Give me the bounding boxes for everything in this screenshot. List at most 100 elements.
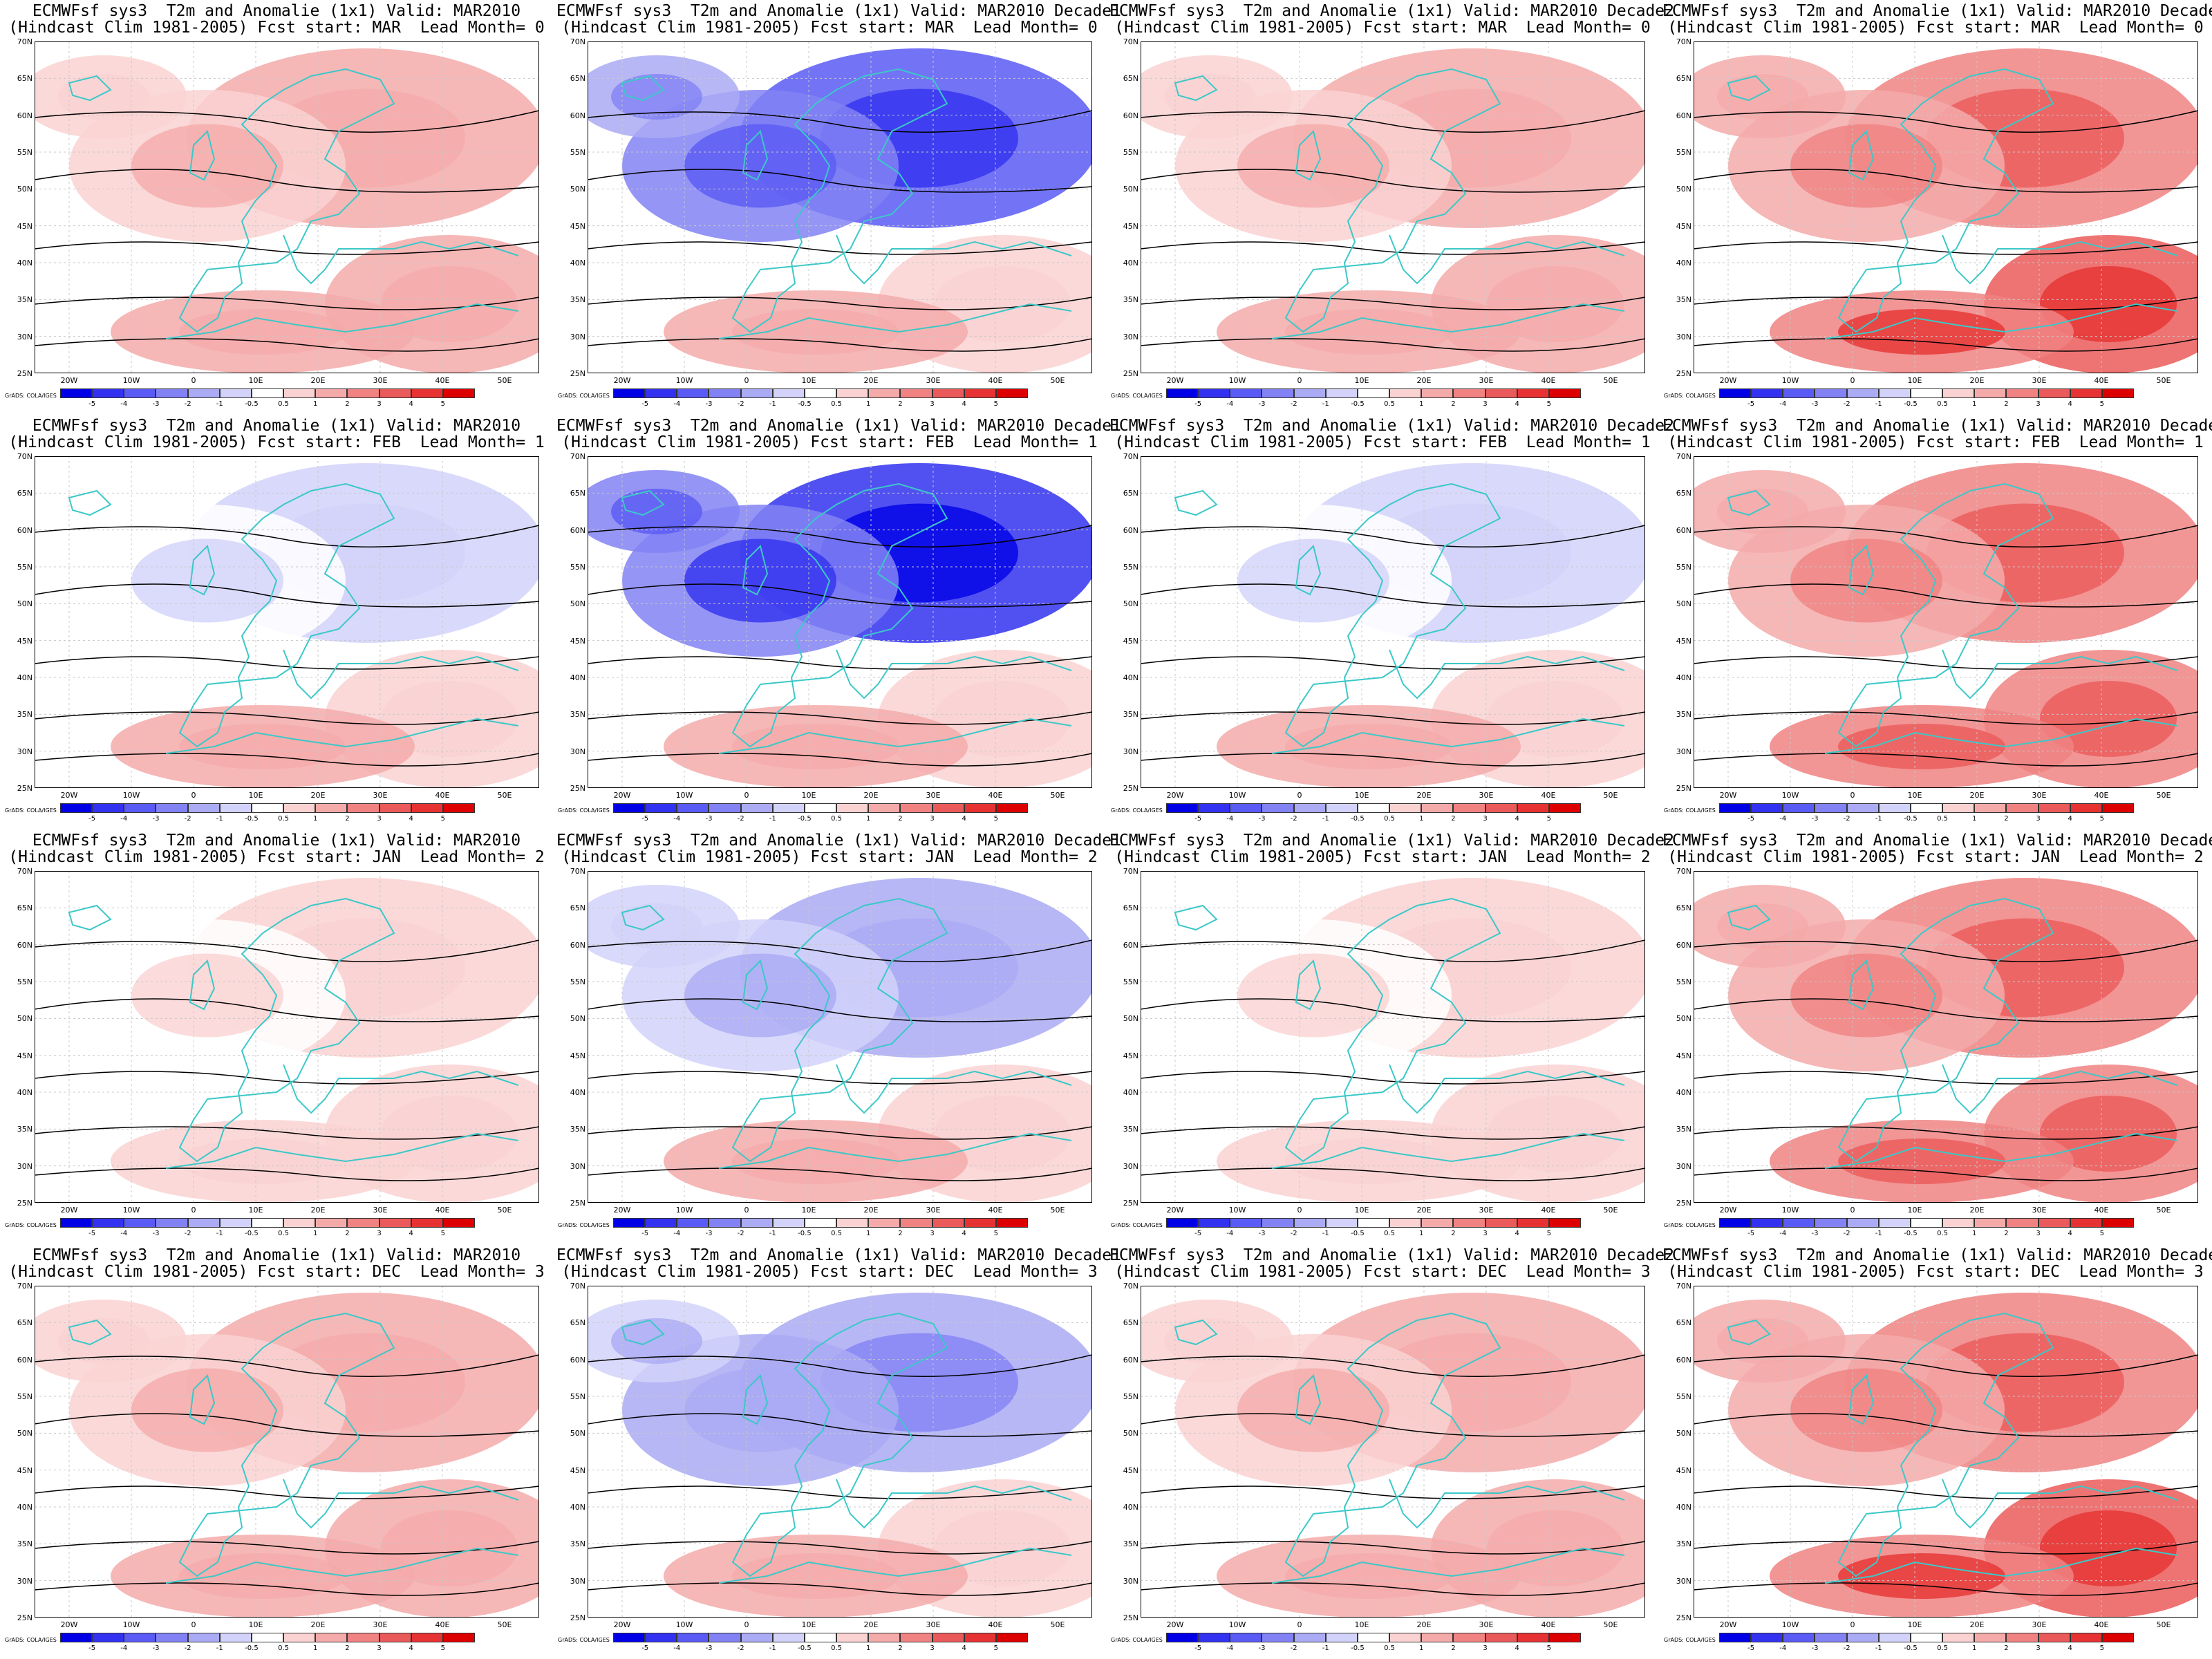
- colorbar-label: 0.5: [831, 1230, 843, 1237]
- colorbar-swatch: [347, 1633, 379, 1642]
- colorbar-swatch: [1389, 1633, 1422, 1642]
- lon-label: 20E: [310, 1620, 326, 1629]
- colorbar-swatch: [995, 388, 1028, 398]
- lon-label: 10W: [1228, 1620, 1246, 1629]
- lat-label: 45N: [1676, 1465, 1691, 1475]
- anomaly-shading-core: [1487, 681, 1624, 757]
- anomaly-shading-core: [58, 903, 149, 949]
- colorbar-swatch: [1485, 1633, 1517, 1642]
- lon-label: 0: [1850, 1206, 1855, 1215]
- colorbar-swatch: [709, 388, 741, 398]
- panel-title: ECMWFsf sys3 T2m and Anomalie (1x1) Vali…: [32, 832, 521, 850]
- anomaly-shading-core: [1717, 903, 1808, 949]
- temperature-contour: [35, 1582, 539, 1596]
- anomaly-shading-core: [381, 681, 518, 757]
- lon-label: 0: [191, 1620, 196, 1629]
- colorbar-label: -2: [1843, 815, 1850, 823]
- colorbar-label: 5: [993, 1230, 999, 1237]
- anomaly-shading-core: [1838, 724, 2005, 769]
- lat-label: 65N: [1123, 489, 1138, 498]
- colorbar-label: 2: [345, 1644, 350, 1652]
- colorbar-swatch: [1846, 1633, 1879, 1642]
- grads-credit: GrADS: COLA/IGES: [558, 393, 610, 399]
- lat-label: 60N: [570, 940, 585, 950]
- colorbar-label: 2: [2004, 815, 2009, 823]
- map-frame: [588, 41, 1092, 373]
- coastline: [1824, 1132, 2178, 1169]
- colorbar: [613, 803, 1028, 813]
- anomaly-shading-core: [1285, 309, 1452, 355]
- lat-label: 40N: [1123, 673, 1138, 682]
- lon-label: 40E: [2094, 1620, 2109, 1629]
- lat-label: 55N: [1676, 563, 1691, 572]
- colorbar-label: -5: [88, 1230, 96, 1237]
- lon-label: 20E: [310, 791, 326, 800]
- colorbar-swatch: [740, 803, 773, 813]
- anomaly-shading-core: [732, 724, 899, 769]
- colorbar-label: -4: [673, 1230, 681, 1237]
- lon-label: 0: [1297, 1620, 1302, 1629]
- colorbar-swatch: [1517, 1633, 1549, 1642]
- temperature-contour: [35, 753, 539, 767]
- colorbar-swatch: [709, 803, 741, 813]
- coastline: [836, 234, 1072, 285]
- coastline: [718, 303, 1072, 339]
- lon-label: 10E: [801, 1620, 816, 1629]
- colorbar-label: 3: [2036, 400, 2041, 408]
- colorbar-label: -2: [1290, 1644, 1297, 1652]
- coastline: [731, 897, 948, 1163]
- anomaly-map: [588, 871, 1092, 1203]
- panel-title: ECMWFsf sys3 T2m and Anomalie (1x1) Vali…: [556, 1246, 1121, 1264]
- coastline: [1942, 1064, 2178, 1114]
- anomaly-shading-core: [58, 74, 149, 120]
- anomaly-shading-core: [1790, 1368, 1942, 1452]
- temperature-contour: [35, 1541, 539, 1555]
- colorbar-swatch: [156, 1218, 188, 1228]
- lon-label: 0: [191, 791, 196, 800]
- colorbar-swatch: [740, 388, 773, 398]
- lat-label: 45N: [1123, 1465, 1138, 1475]
- colorbar-label: -1: [769, 1230, 776, 1237]
- colorbar-swatch: [1485, 1218, 1517, 1228]
- lon-label: 10W: [122, 1620, 140, 1629]
- colorbar-label: 1: [313, 400, 318, 408]
- colorbar-label: -0.5: [1904, 1644, 1918, 1652]
- anomaly-shading-core: [611, 489, 702, 534]
- colorbar-swatch: [1783, 1633, 1815, 1642]
- colorbar-label: -5: [1747, 1230, 1755, 1237]
- lat-label: 30N: [1123, 1576, 1138, 1586]
- lat-label: 70N: [570, 867, 585, 876]
- lat-label: 60N: [1123, 940, 1138, 950]
- lon-label: 20W: [1166, 791, 1184, 800]
- colorbar-swatch: [379, 803, 411, 813]
- colorbar-swatch: [1751, 1218, 1783, 1228]
- colorbar-swatch: [2006, 1218, 2038, 1228]
- colorbar-swatch: [379, 1218, 411, 1228]
- colorbar-swatch: [645, 1218, 677, 1228]
- colorbar-label: -1: [1322, 400, 1329, 408]
- coastline: [1389, 1064, 1625, 1114]
- temperature-contour: [1694, 297, 2198, 310]
- colorbar-swatch: [1517, 388, 1549, 398]
- lat-label: 35N: [1123, 710, 1138, 720]
- colorbar-swatch: [411, 388, 443, 398]
- colorbar-label: -1: [1875, 1230, 1882, 1237]
- coastline: [1942, 234, 2178, 285]
- anomaly-shading-core: [2040, 1096, 2177, 1172]
- lat-label: 40N: [1676, 259, 1691, 268]
- colorbar-swatch: [1325, 1633, 1358, 1642]
- panel-subtitle: (Hindcast Clim 1981-2005) Fcst start: MA…: [1114, 19, 1651, 37]
- coastline: [1174, 75, 1218, 102]
- coastline: [731, 1312, 948, 1577]
- colorbar-label: 4: [409, 815, 413, 823]
- colorbar-swatch: [1389, 388, 1422, 398]
- lon-label: 20E: [863, 376, 879, 385]
- colorbar-label: 3: [1483, 815, 1488, 823]
- colorbar-label: 2: [1451, 1230, 1456, 1237]
- lat-label: 70N: [1676, 37, 1691, 46]
- colorbar-swatch: [677, 803, 709, 813]
- coastline: [1848, 959, 1875, 1011]
- anomaly-shading-core: [131, 1368, 283, 1452]
- temperature-contour: [588, 939, 1092, 962]
- lat-label: 65N: [1676, 74, 1691, 84]
